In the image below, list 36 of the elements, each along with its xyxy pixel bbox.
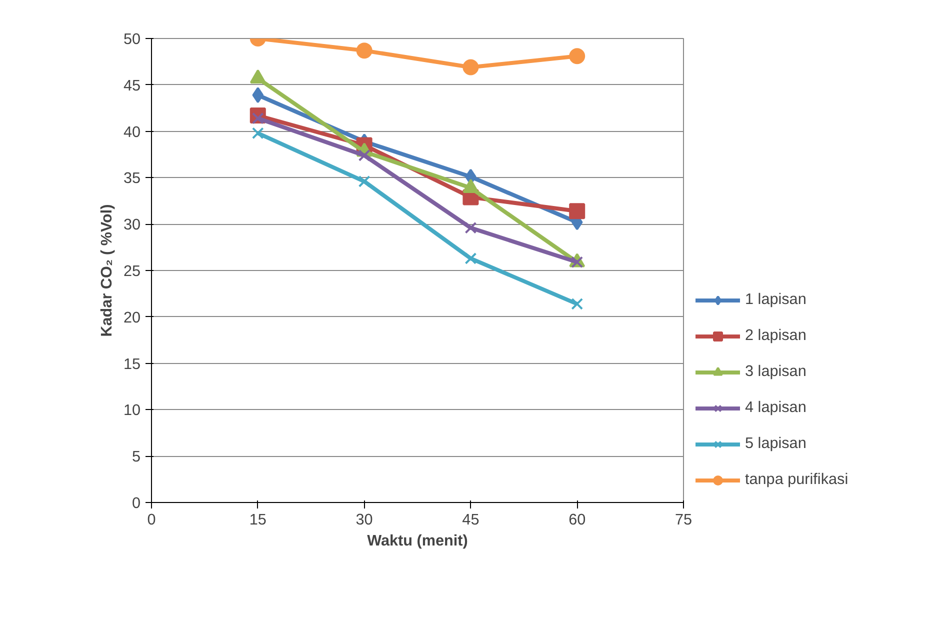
point	[358, 149, 370, 162]
y-tick-label: 45	[123, 77, 141, 94]
y-tick-label: 40	[123, 124, 141, 141]
y-tick-label: 25	[123, 263, 141, 280]
x-tick-label: 75	[674, 512, 692, 528]
y-tick-label: 5	[132, 448, 141, 466]
point	[462, 59, 479, 76]
legend-label: 2 lapisan	[745, 327, 806, 345]
legend-label: 3 lapisan	[745, 363, 806, 381]
legend-label: 4 lapisan	[745, 399, 806, 417]
y-tick-label: 20	[123, 309, 141, 326]
x-tick-label: 15	[249, 512, 266, 528]
x-axis-title: Waktu (menit)	[367, 532, 468, 550]
point	[464, 252, 477, 264]
y-tick-label: 0	[132, 495, 141, 512]
x-tick-label: 0	[147, 512, 156, 528]
y-axis-title: Kadar CO₂ ( %Vol)	[98, 204, 116, 337]
x-tick-label: 30	[356, 512, 373, 528]
y-tick-label: 30	[123, 216, 141, 234]
legend-label: tanpa purifikasi	[745, 471, 848, 489]
y-tick-label: 35	[123, 170, 141, 188]
y-tick-label: 15	[123, 356, 141, 373]
point	[569, 48, 586, 64]
point	[252, 87, 264, 104]
x-tick-label: 45	[462, 512, 480, 528]
x-tick-label: 60	[568, 512, 586, 528]
legend-label: 1 lapisan	[745, 291, 806, 309]
point	[464, 222, 477, 234]
point	[358, 175, 370, 188]
point	[356, 42, 372, 59]
legend-label: 5 lapisan	[745, 435, 806, 453]
y-tick-label: 50	[123, 31, 141, 48]
point	[569, 203, 586, 220]
point	[571, 298, 584, 310]
y-tick-label: 10	[123, 402, 141, 420]
point	[252, 127, 264, 140]
